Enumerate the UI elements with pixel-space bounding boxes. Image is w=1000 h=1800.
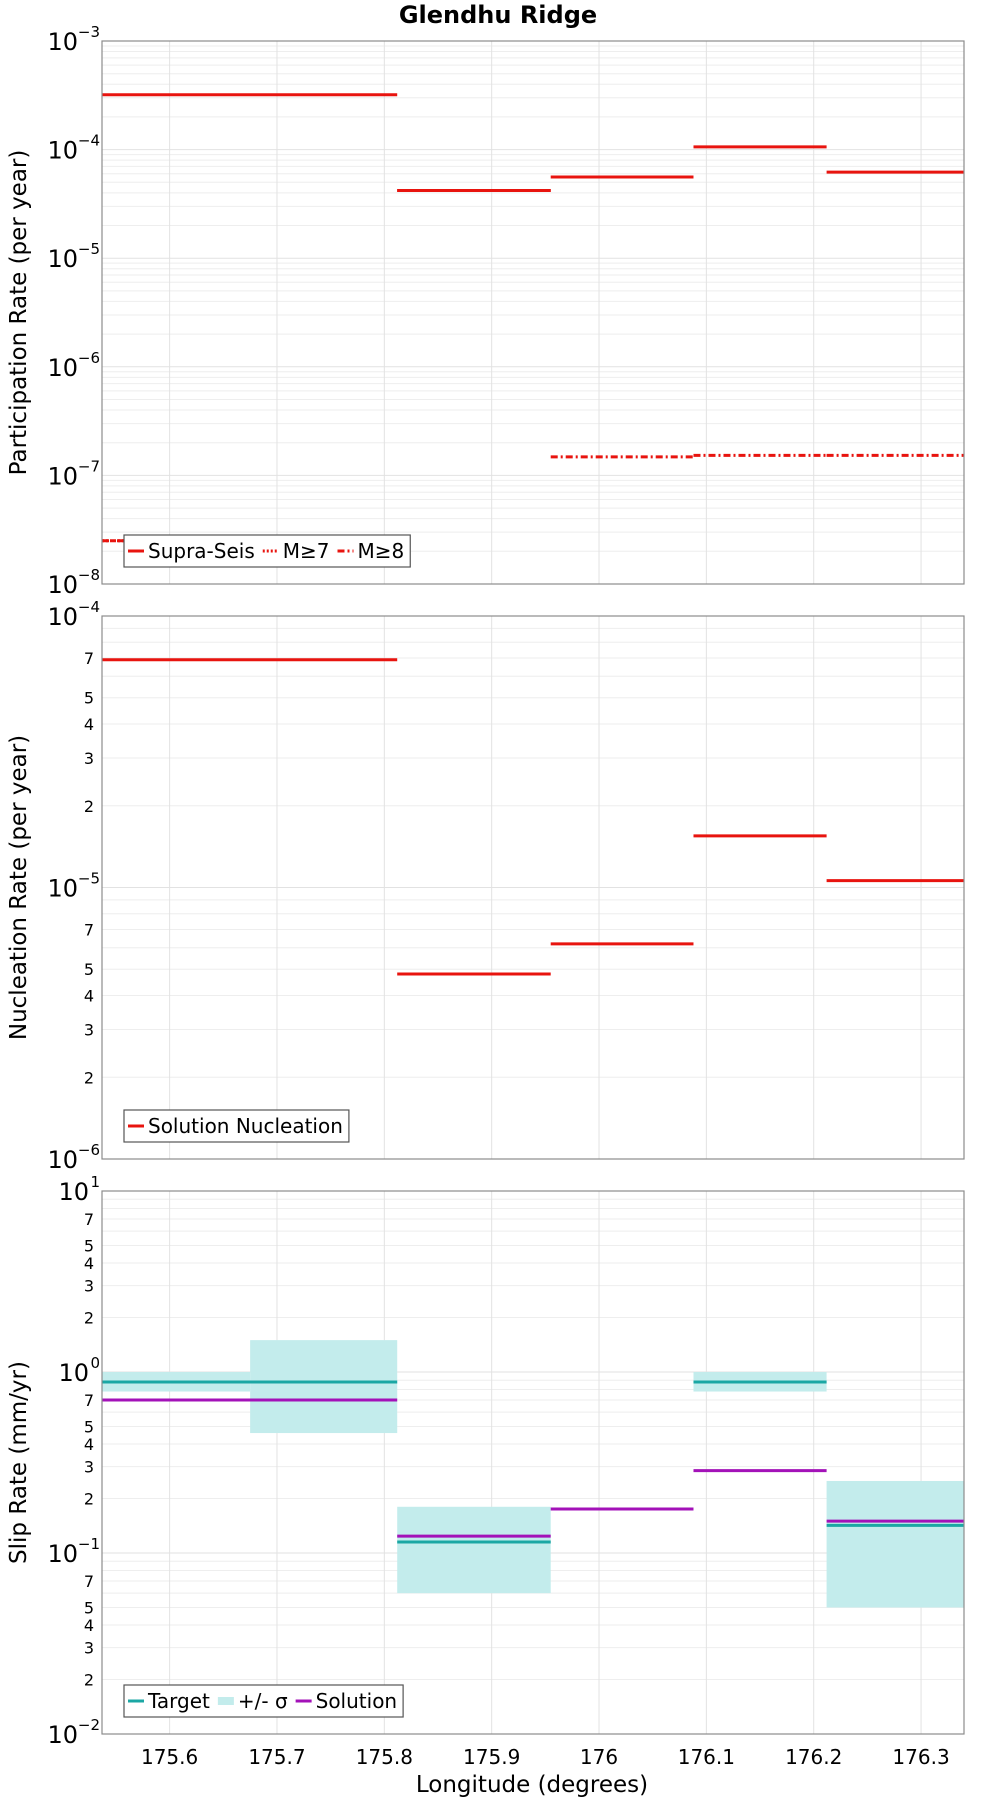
legend-entry-label: Target [147,1689,210,1713]
x-tick-label: 175.7 [248,1745,305,1769]
y-major-tick-label: 10 [47,354,78,382]
y-major-tick-label: 10 [58,1359,89,1387]
y-major-tick-label: 10 [47,137,78,165]
y-major-tick-label: 10 [58,1178,89,1206]
sigma-band [826,1480,964,1608]
y-minor-tick-label: 3 [84,1639,94,1658]
y-minor-tick-label: 5 [84,1236,94,1255]
y-minor-tick-label: 3 [84,749,94,768]
y-minor-tick-label: 7 [84,1572,94,1591]
y-tick-exponent: −5 [78,240,100,258]
y-tick-exponent: −2 [78,1716,100,1734]
legend: Target +/- σ Solution [123,1684,404,1718]
legend-entry-label: Solution Nucleation [148,1114,343,1138]
panel-frame [101,1190,965,1735]
chart-title: Glendhu Ridge [399,1,597,29]
y-tick-exponent: −6 [78,349,100,367]
y-tick-exponent: −8 [78,566,100,584]
y-major-tick-label: 10 [47,462,78,490]
y-minor-tick-label: 7 [84,649,94,668]
y-tick-exponent: −4 [78,598,100,616]
sigma-band [397,1506,551,1594]
y-minor-tick-label: 2 [84,1671,94,1690]
y-minor-tick-label: 5 [84,1598,94,1617]
y-minor-tick-label: 2 [84,1068,94,1087]
y-minor-tick-label: 4 [84,1254,94,1273]
y-major-tick-label: 10 [47,245,78,273]
panel-frame [101,615,965,1160]
panel-frame [101,40,965,585]
y-tick-exponent: −5 [78,870,100,888]
y-minor-tick-label: 2 [84,1309,94,1328]
y-tick-exponent: 1 [90,1173,100,1191]
y-minor-tick-label: 4 [84,715,94,734]
y-tick-exponent: 0 [90,1354,100,1372]
y-minor-tick-label: 3 [84,1020,94,1039]
y-minor-tick-label: 5 [84,960,94,979]
y-major-tick-label: 10 [47,1146,78,1174]
x-tick-label: 176 [580,1745,618,1769]
y-major-tick-label: 10 [47,875,78,903]
y-minor-tick-label: 4 [84,987,94,1006]
x-axis-label: Longitude (degrees) [416,1772,648,1798]
legend-entry-label: Solution [316,1689,397,1713]
y-major-tick-label: 10 [47,28,78,56]
y-major-tick-label: 10 [47,1721,78,1749]
legend-entry-label: M≥8 [358,539,405,563]
x-tick-label: 175.9 [463,1745,520,1769]
x-tick-label: 175.8 [356,1745,413,1769]
y-tick-exponent: −7 [78,457,100,475]
y-major-tick-label: 10 [47,603,78,631]
y-minor-tick-label: 2 [84,797,94,816]
sigma-band [250,1340,398,1434]
y-minor-tick-label: 7 [84,1210,94,1229]
y-minor-tick-label: 7 [84,921,94,940]
x-tick-label: 176.3 [892,1745,949,1769]
legend-frame [123,1684,404,1718]
y-axis-label: Participation Rate (per year) [6,150,32,476]
legend: Supra-Seis M≥7 M≥8 [123,534,411,568]
x-tick-label: 175.6 [141,1745,198,1769]
y-axis-label: Nucleation Rate (per year) [6,735,32,1040]
legend-entry-label: +/- σ [238,1689,288,1713]
legend-frame [123,1109,350,1143]
y-tick-exponent: −3 [78,23,100,41]
y-tick-exponent: −6 [78,1141,100,1159]
legend: Solution Nucleation [123,1109,350,1143]
x-tick-label: 176.2 [785,1745,842,1769]
y-major-tick-label: 10 [47,571,78,599]
y-axis-label: Slip Rate (mm/yr) [6,1361,32,1564]
legend-swatch-band [217,1697,234,1705]
y-minor-tick-label: 2 [84,1490,94,1509]
y-tick-exponent: −1 [78,1535,100,1553]
legend-entry-label: Supra-Seis [148,539,255,563]
y-minor-tick-label: 4 [84,1435,94,1454]
y-major-tick-label: 10 [47,1540,78,1568]
y-minor-tick-label: 5 [84,1417,94,1436]
y-minor-tick-label: 5 [84,689,94,708]
x-tick-label: 176.1 [678,1745,735,1769]
y-minor-tick-label: 3 [84,1277,94,1296]
legend-entry-label: M≥7 [283,539,330,563]
y-minor-tick-label: 4 [84,1616,94,1635]
y-minor-tick-label: 3 [84,1458,94,1477]
y-tick-exponent: −4 [78,132,100,150]
y-minor-tick-label: 7 [84,1391,94,1410]
